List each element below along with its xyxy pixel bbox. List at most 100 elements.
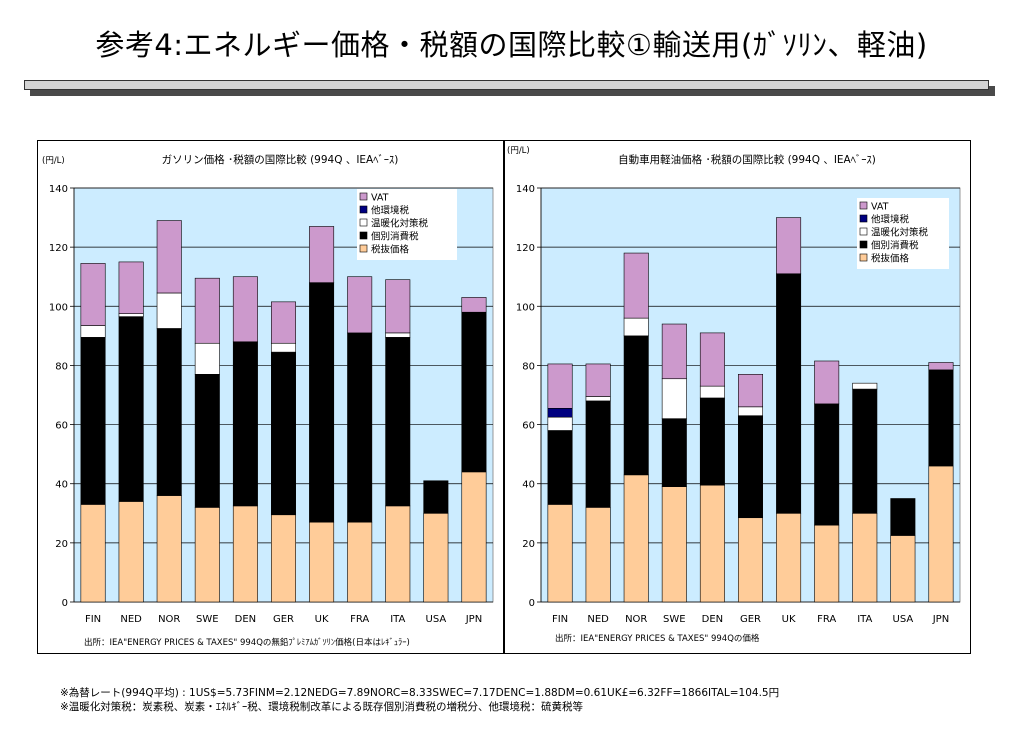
- chart-title: ガソリン価格 ･税額の国際比較 (994Q 、IEAﾍﾞｰｽ): [162, 153, 399, 166]
- x-tick-label: NOR: [625, 614, 647, 625]
- x-tick-label: JPN: [932, 614, 949, 625]
- bar-excise_tax-fra: [347, 332, 373, 523]
- legend-swatch-excise_tax: [859, 240, 868, 249]
- x-tick-label: USA: [426, 614, 447, 625]
- legend-label: VAT: [371, 193, 389, 204]
- bar-pre_tax_price-fra: [347, 521, 373, 603]
- x-tick-label: DEN: [702, 614, 724, 625]
- x-tick-label: FRA: [817, 614, 836, 625]
- legend-label: VAT: [871, 202, 889, 213]
- bar-pre_tax_price-swe: [661, 486, 687, 603]
- bar-vat-ger: [271, 301, 296, 344]
- bar-pre_tax_price-fin: [547, 504, 573, 603]
- bar-vat-jpn: [928, 362, 954, 371]
- x-tick-label: FIN: [552, 614, 568, 625]
- y-tick-label: 140: [49, 184, 68, 195]
- bar-vat-ned: [118, 261, 144, 314]
- bar-excise_tax-usa: [423, 480, 449, 514]
- legend-label: 他環境税: [371, 205, 410, 217]
- x-tick-label: JPN: [465, 614, 482, 625]
- bar-pre_tax_price-fin: [80, 504, 106, 603]
- bar-pre_tax_price-ita: [852, 512, 878, 603]
- bar-climate_tax-ita: [852, 382, 878, 390]
- bar-vat-fra: [347, 276, 373, 334]
- x-tick-label: FIN: [85, 614, 101, 625]
- x-tick-label: GER: [273, 614, 294, 625]
- y-tick-label: 60: [55, 421, 68, 432]
- bar-vat-fra: [814, 360, 840, 405]
- y-tick-label: 80: [55, 361, 68, 372]
- bar-pre_tax_price-usa: [890, 535, 916, 603]
- bar-pre_tax_price-jpn: [928, 465, 954, 603]
- bar-vat-ita: [385, 279, 411, 334]
- legend-label: 温暖化対策税: [371, 218, 429, 230]
- bar-pre_tax_price-usa: [423, 512, 449, 603]
- y-tick-label: 0: [529, 598, 535, 609]
- y-tick-label: 100: [516, 302, 535, 313]
- legend-swatch-vat: [359, 192, 368, 201]
- bar-pre_tax_price-ita: [385, 505, 411, 603]
- x-tick-label: NOR: [158, 614, 180, 625]
- legend-box: [857, 198, 949, 269]
- bar-climate_tax-nor: [623, 317, 649, 337]
- y-tick-label: 60: [522, 421, 535, 432]
- slide-title: 参考4:エネルギー価格・税額の国際比較①輸送用(ｶﾞｿﾘﾝ、軽油): [95, 28, 928, 62]
- x-tick-label: ITA: [857, 614, 872, 625]
- bar-climate_tax-swe: [194, 342, 220, 375]
- bar-excise_tax-ned: [118, 316, 144, 502]
- legend-swatch-other_env_tax: [359, 205, 368, 214]
- legend-swatch-pre_tax_price: [859, 253, 868, 262]
- legend-label: 税抜価格: [871, 253, 910, 265]
- footnotes: ※為替レート(994Q平均) : 1US$=5.73FINM=2.12NEDG=…: [60, 686, 779, 714]
- bar-excise_tax-swe: [194, 374, 220, 508]
- bar-climate_tax-den: [699, 385, 725, 399]
- bar-excise_tax-ger: [271, 351, 296, 516]
- bar-climate_tax-ned: [118, 313, 144, 317]
- x-tick-label: DEN: [235, 614, 257, 625]
- bar-pre_tax_price-nor: [623, 474, 649, 603]
- diesel-chart: 自動車用軽油価格 ･税額の国際比較 (994Q 、IEAﾍﾞｰｽ) (円/L) 0 2…: [507, 146, 961, 644]
- bar-climate_tax-ned: [585, 396, 611, 402]
- bar-excise_tax-den: [699, 397, 725, 486]
- legend-swatch-climate_tax: [859, 227, 868, 236]
- bar-pre_tax_price-ger: [738, 517, 763, 603]
- bar-excise_tax-ita: [385, 337, 411, 507]
- exchange-rate-note: ※為替レート(994Q平均) : 1US$=5.73FINM=2.12NEDG=…: [60, 687, 780, 699]
- bar-vat-uk: [309, 226, 335, 283]
- y-tick-label: 100: [49, 302, 68, 313]
- bar-excise_tax-jpn: [928, 369, 954, 467]
- x-tick-label: NED: [120, 614, 142, 625]
- diesel-chart-panel: 自動車用軽油価格 ･税額の国際比較 (994Q 、IEAﾍﾞｰｽ) (円/L) 0 2…: [504, 140, 971, 654]
- bar-excise_tax-swe: [661, 418, 687, 487]
- legend-label: 他環境税: [871, 214, 910, 226]
- x-tick-label: UK: [315, 614, 329, 625]
- chart-title: 自動車用軽油価格 ･税額の国際比較 (994Q 、IEAﾍﾞｰｽ): [618, 153, 876, 166]
- source-note: 出所：IEA"ENERGY PRICES & TAXES" 994Qの無鉛ﾌﾟﾚ…: [84, 637, 410, 648]
- bar-climate_tax-fin: [80, 325, 106, 338]
- legend-label: 個別消費税: [371, 231, 419, 243]
- source-note: 出所：IEA"ENERGY PRICES & TAXES" 994Qの価格: [555, 633, 760, 644]
- tax-definition-note: ※温暖化対策税：炭素税、炭素・ｴﾈﾙｷﾞｰ税、環境税制改革による既存個別消費税の…: [60, 701, 583, 713]
- y-tick-label: 140: [516, 184, 535, 195]
- bar-excise_tax-fin: [80, 337, 106, 505]
- x-tick-label: ITA: [390, 614, 405, 625]
- bar-pre_tax_price-den: [699, 484, 725, 603]
- legend-swatch-excise_tax: [359, 231, 368, 240]
- bar-pre_tax_price-jpn: [461, 471, 487, 603]
- bar-pre_tax_price-uk: [776, 512, 802, 603]
- x-tick-label: SWE: [663, 614, 686, 625]
- bar-vat-nor: [623, 252, 649, 319]
- bar-excise_tax-ned: [585, 400, 611, 508]
- title-rule: [24, 80, 989, 90]
- bar-pre_tax_price-ger: [271, 514, 296, 603]
- bar-climate_tax-swe: [661, 378, 687, 419]
- y-tick-label: 0: [62, 598, 68, 609]
- bar-excise_tax-ger: [738, 415, 763, 519]
- bar-vat-ger: [738, 374, 763, 408]
- bar-excise_tax-fra: [814, 403, 840, 526]
- y-tick-label: 40: [55, 480, 68, 491]
- bar-pre_tax_price-ned: [585, 507, 611, 603]
- y-tick-label: 20: [55, 539, 68, 550]
- gasoline-chart: ガソリン価格 ･税額の国際比較 (994Q 、IEAﾍﾞｰｽ) (円/L) 0 20 4…: [42, 153, 494, 648]
- bar-vat-ned: [585, 363, 611, 397]
